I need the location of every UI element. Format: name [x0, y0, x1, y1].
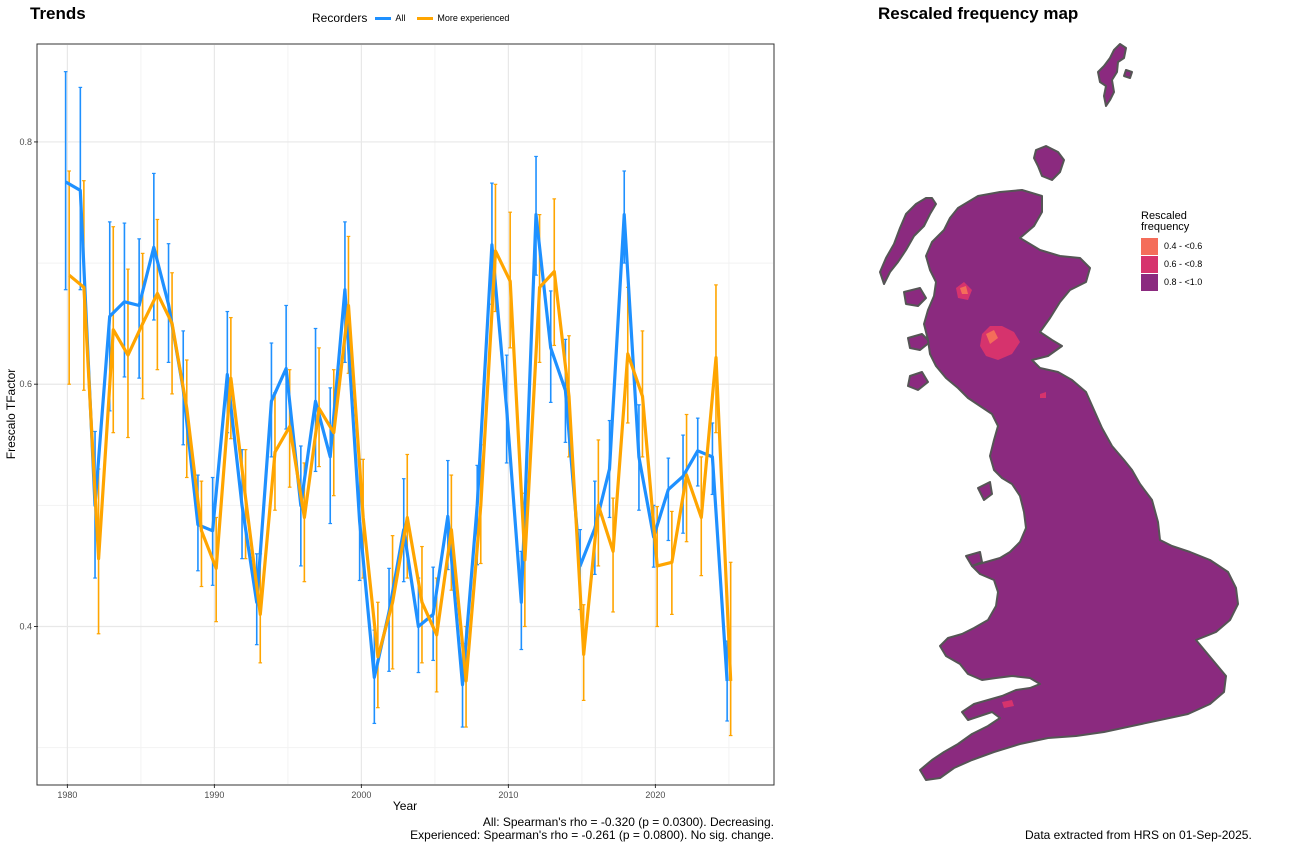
stats-caption: All: Spearman's rho = -0.320 (p = 0.0300… [410, 816, 774, 842]
x-tick-label: 2020 [645, 790, 665, 800]
map-title: Rescaled frequency map [878, 4, 1079, 23]
map-legend-label: 0.6 - <0.8 [1164, 259, 1203, 269]
map-legend-swatch [1141, 237, 1158, 255]
map-legend-title: Rescaled frequency [1141, 211, 1202, 233]
map-low-frequency-patches [960, 286, 998, 344]
map-legend-item: 0.8 - <1.0 [1141, 273, 1202, 291]
map-orkney [1033, 145, 1065, 181]
map-hebrides [879, 197, 937, 285]
y-axis-title: Frescalo TFactor [4, 369, 18, 459]
y-tick-label: 0.4 [19, 622, 32, 632]
stats-caption-experienced: Experienced: Spearman's rho = -0.261 (p … [410, 828, 774, 842]
map-legend-item: 0.6 - <0.8 [1141, 255, 1202, 273]
map-shetland-isle [1123, 69, 1133, 79]
map-patch-wales [1002, 700, 1014, 708]
x-tick-label: 1980 [57, 790, 77, 800]
chart-axes: 1980 1990 2000 2010 2020 0.4 0.6 0.8 [19, 137, 665, 800]
map-shetland [1097, 43, 1127, 107]
map-legend-title-line1: Rescaled [1141, 210, 1187, 222]
map-legend-swatch [1141, 255, 1158, 273]
legend-key-all [375, 16, 392, 20]
map-legend-label: 0.4 - <0.6 [1164, 241, 1203, 251]
data-source-caption: Data extracted from HRS on 01-Sep-2025. [1025, 828, 1252, 842]
legend-label-all: All [395, 13, 406, 23]
map-legend: Rescaled frequency 0.4 - <0.6 0.6 - <0.8… [1141, 211, 1202, 291]
series-line-experienced [68, 249, 733, 683]
map-patch-north [1040, 392, 1046, 398]
legend-label-experienced: More experienced [437, 13, 510, 23]
x-tick-label: 1990 [204, 790, 224, 800]
panel-border [36, 43, 775, 786]
trends-title: Trends [30, 4, 86, 23]
map-legend-swatch [1141, 273, 1158, 291]
map-patch-low-a [960, 286, 968, 294]
y-tick-label: 0.8 [19, 137, 32, 147]
map-mull [907, 333, 931, 351]
map-isle-of-man [977, 481, 993, 501]
map-patch-low-b [986, 330, 998, 344]
map-legend-title-line2: frequency [1141, 221, 1190, 233]
x-tick-label: 2010 [498, 790, 518, 800]
y-tick-label: 0.6 [19, 379, 32, 389]
map-legend-label: 0.8 - <1.0 [1164, 277, 1203, 287]
x-axis-title: Year [393, 799, 417, 813]
map-skye [903, 287, 927, 307]
stats-caption-all: All: Spearman's rho = -0.320 (p = 0.0300… [482, 815, 774, 829]
map-legend-item: 0.4 - <0.6 [1141, 237, 1202, 255]
series-lines [64, 180, 733, 687]
map-anglesey [965, 551, 983, 567]
series-legend: Recorders All More experienced [312, 11, 519, 25]
map-land [879, 43, 1239, 781]
x-tick-label: 2000 [351, 790, 371, 800]
legend-key-experienced [417, 16, 434, 20]
map-islay [907, 371, 929, 391]
legend-title: Recorders [312, 11, 368, 25]
